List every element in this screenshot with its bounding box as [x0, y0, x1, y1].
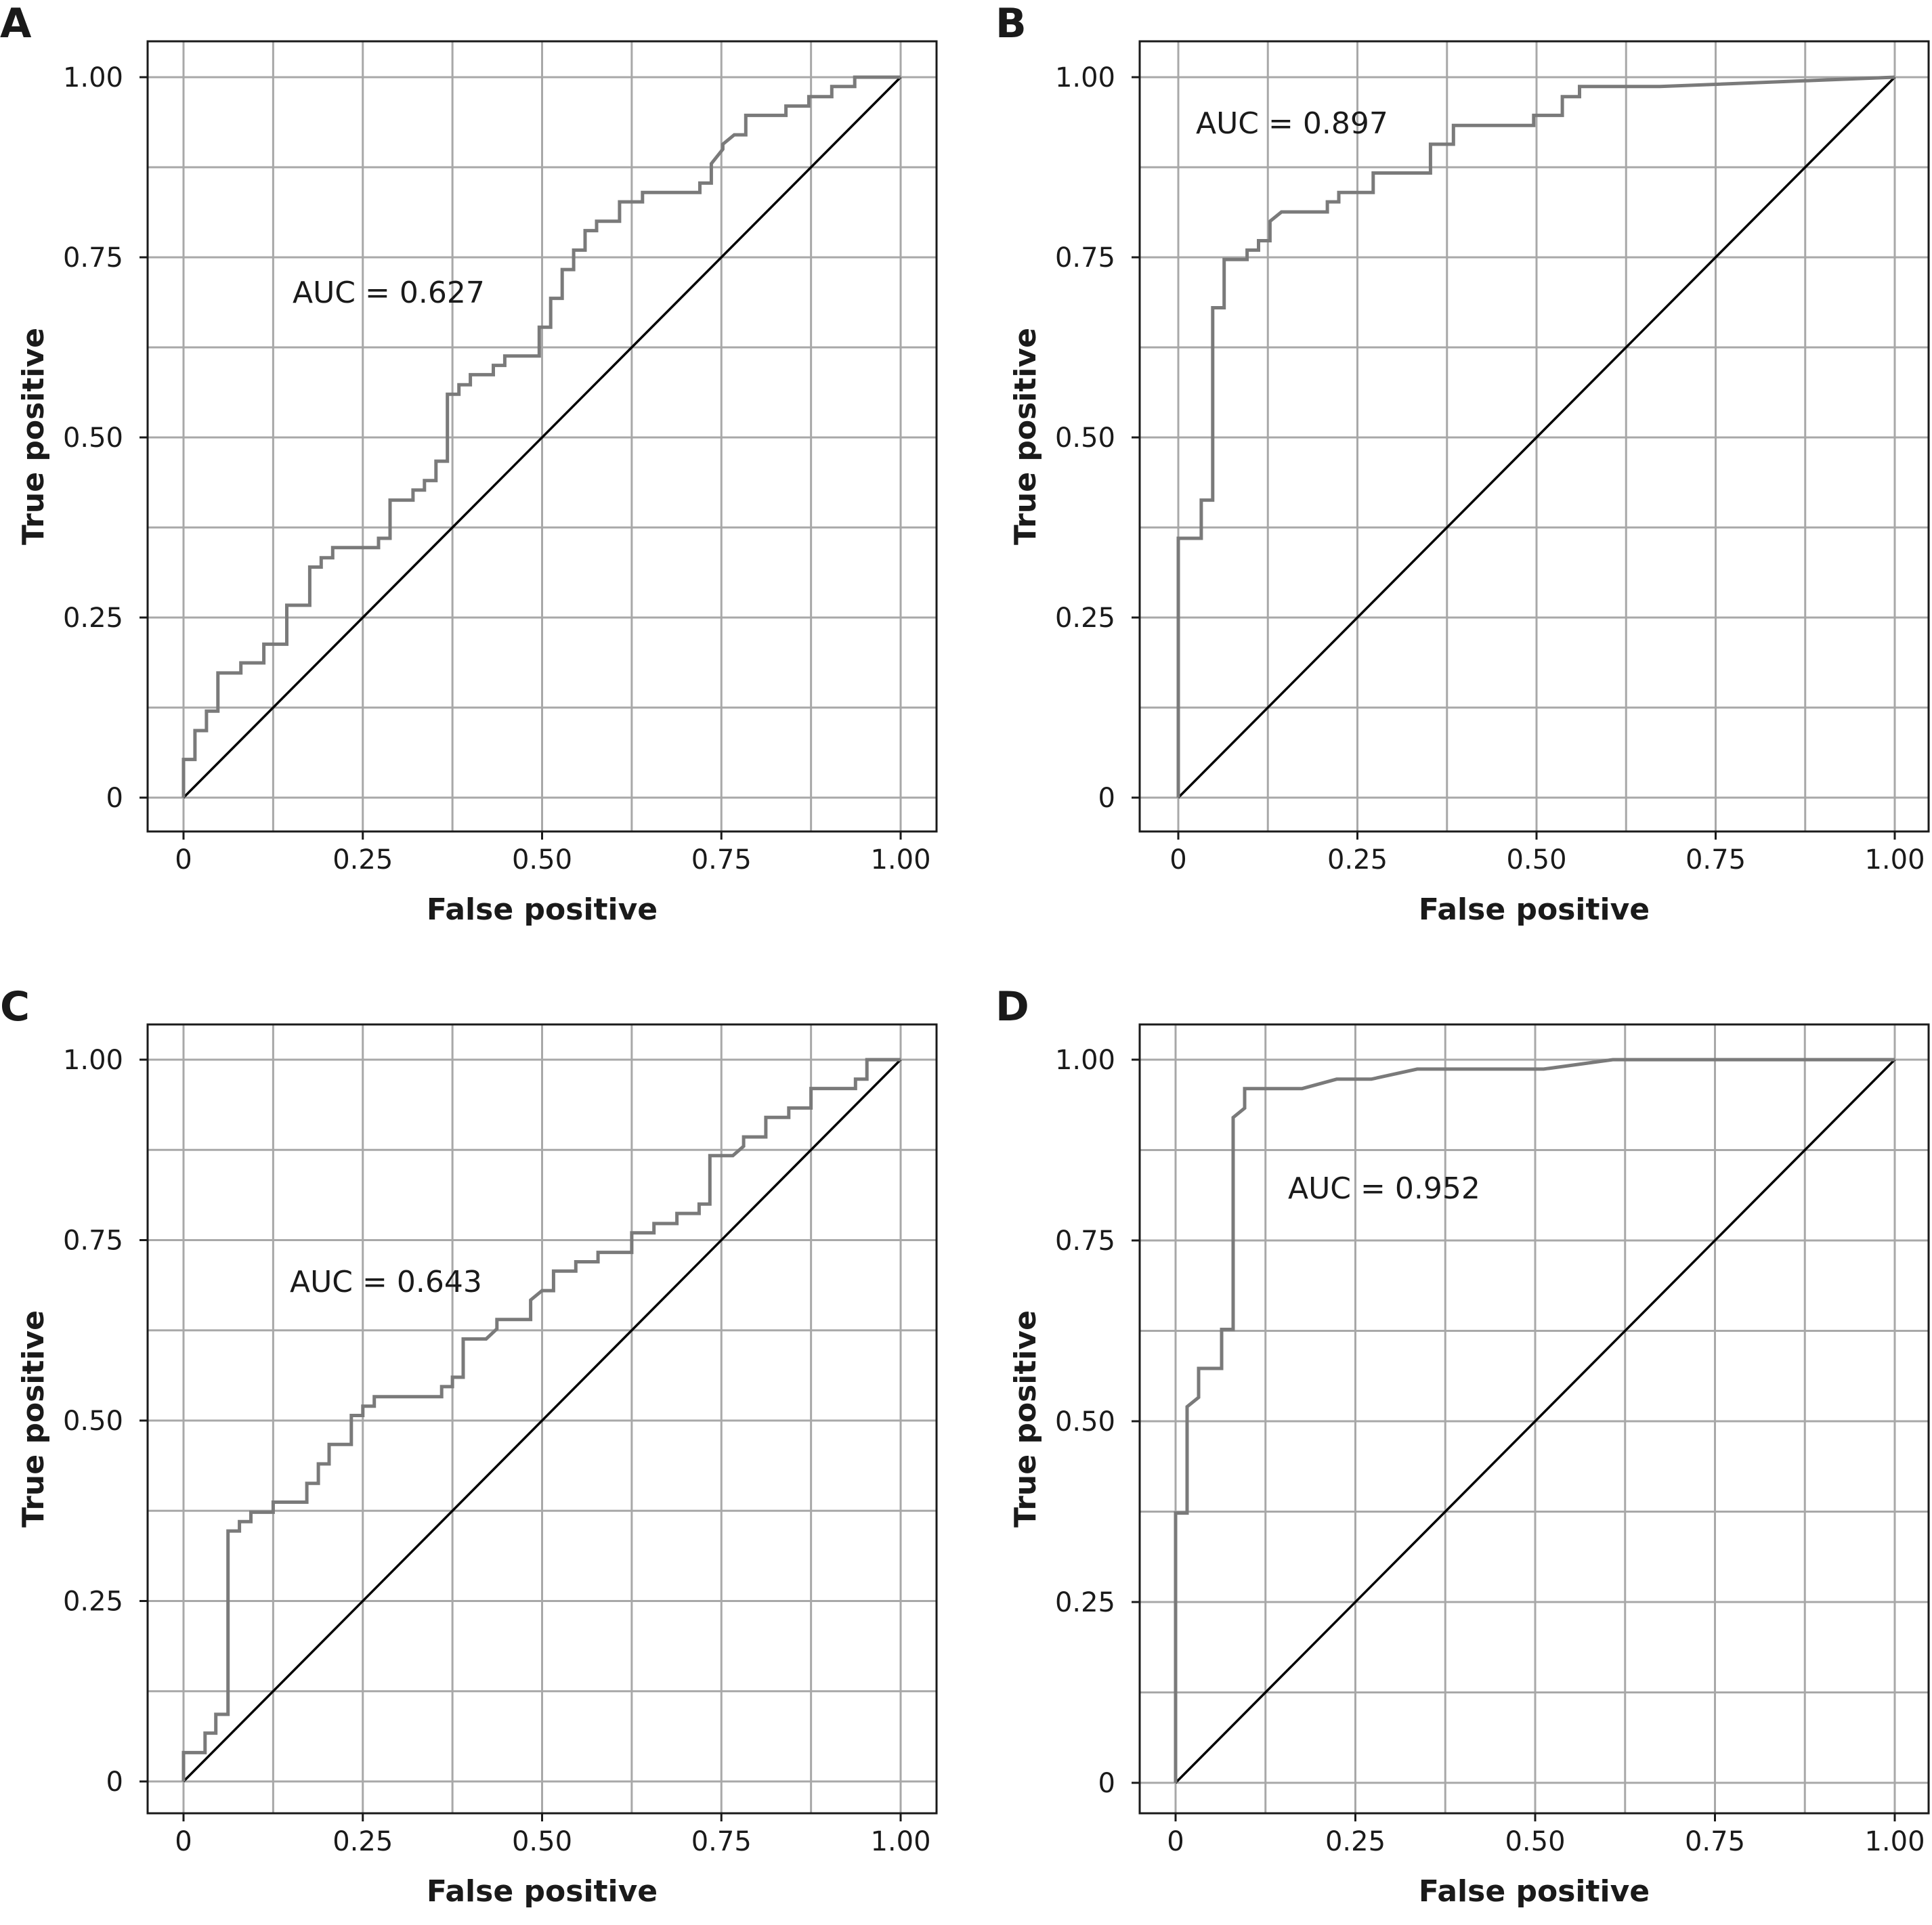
y-tick-label: 0.25 [1055, 603, 1115, 634]
x-tick-label: 0 [175, 844, 192, 875]
y-tick-label: 0.75 [1055, 242, 1115, 274]
y-tick-label: 0.50 [63, 423, 123, 454]
panel-letter: D [995, 983, 1029, 1031]
y-axis-title: True positive [16, 1310, 51, 1528]
x-tick-label: 0.25 [332, 844, 393, 875]
x-tick-label: 1.00 [1864, 1826, 1925, 1857]
y-axis-title: True positive [1008, 328, 1043, 545]
panel-letter: C [0, 983, 30, 1031]
y-tick-label: 0.75 [63, 1226, 123, 1257]
x-axis-title: False positive [1419, 1874, 1650, 1909]
auc-annotation: AUC = 0.627 [293, 276, 485, 310]
y-tick-label: 0.50 [1055, 1406, 1115, 1437]
panel-letter: A [0, 0, 32, 47]
x-tick-label: 0.75 [691, 844, 752, 875]
y-tick-label: 0.25 [63, 603, 123, 634]
y-tick-label: 0.75 [1055, 1226, 1115, 1257]
y-axis-title: True positive [1008, 1310, 1043, 1528]
roc-curve [1174, 1058, 1895, 1783]
roc-panel-b: B 0 0.25 0.50 0.75 1.00 0 0.25 0.50 0.75 1.00 False… [995, 0, 1930, 927]
x-tick-label: 0.25 [1327, 844, 1388, 875]
x-tick-label: 0.50 [512, 1826, 572, 1857]
y-axis-title: True positive [16, 328, 51, 545]
x-axis-title: False positive [427, 892, 658, 927]
reference-diagonal-line [1177, 76, 1896, 799]
x-tick-label: 1.00 [870, 1826, 930, 1857]
y-tick-label: 0 [106, 783, 123, 814]
roc-curve [1176, 75, 1895, 798]
reference-diagonal-line [182, 76, 902, 799]
y-tick-label: 0.50 [63, 1406, 123, 1437]
x-tick-label: 1.00 [1864, 844, 1925, 875]
x-tick-label: 0.75 [1686, 844, 1746, 875]
y-tick-label: 0.25 [1055, 1587, 1115, 1618]
roc-panel-a: A 0 0.25 0.50 0.75 1.00 0 0.25 0.50 0.75 1.00 False… [0, 0, 938, 927]
x-tick-label: 0.25 [1325, 1826, 1386, 1857]
y-tick-label: 0 [1098, 1768, 1115, 1799]
y-tick-label: 0 [1098, 783, 1115, 814]
auc-annotation: AUC = 0.952 [1288, 1171, 1480, 1206]
y-tick-label: 0 [106, 1767, 123, 1798]
y-tick-label: 0.50 [1055, 423, 1115, 454]
roc-curve [181, 75, 901, 798]
y-tick-label: 0.75 [63, 242, 123, 274]
y-tick-label: 1.00 [1055, 1045, 1115, 1076]
y-tick-label: 0.25 [63, 1586, 123, 1618]
x-tick-label: 0 [1169, 844, 1186, 875]
roc-curve [181, 1058, 901, 1781]
y-tick-label: 1.00 [63, 1045, 123, 1076]
x-tick-label: 0 [175, 1826, 192, 1857]
x-tick-label: 0 [1167, 1826, 1184, 1857]
x-tick-label: 1.00 [870, 844, 930, 875]
roc-panel-d: D 0 0.25 0.50 0.75 1.00 0 0.25 0.50 0.75 1.00 False… [995, 983, 1930, 1909]
panel-letter: B [995, 0, 1027, 47]
x-axis-title: False positive [1419, 892, 1650, 927]
y-tick-label: 1.00 [63, 62, 123, 93]
x-axis-title: False positive [427, 1874, 658, 1909]
x-tick-label: 0.75 [1685, 1826, 1745, 1857]
auc-annotation: AUC = 0.897 [1196, 106, 1388, 141]
x-tick-label: 0.25 [332, 1826, 393, 1857]
x-tick-label: 0.75 [691, 1826, 752, 1857]
y-tick-label: 1.00 [1055, 62, 1115, 93]
reference-diagonal-line [1174, 1058, 1896, 1784]
auc-annotation: AUC = 0.643 [290, 1265, 482, 1299]
x-tick-label: 0.50 [1505, 1826, 1565, 1857]
roc-panel-c: C 0 0.25 0.50 0.75 1.00 0 0.25 0.50 0.75 1.00 False… [0, 983, 938, 1909]
x-tick-label: 0.50 [512, 844, 572, 875]
reference-diagonal-line [182, 1058, 902, 1783]
x-tick-label: 0.50 [1506, 844, 1566, 875]
